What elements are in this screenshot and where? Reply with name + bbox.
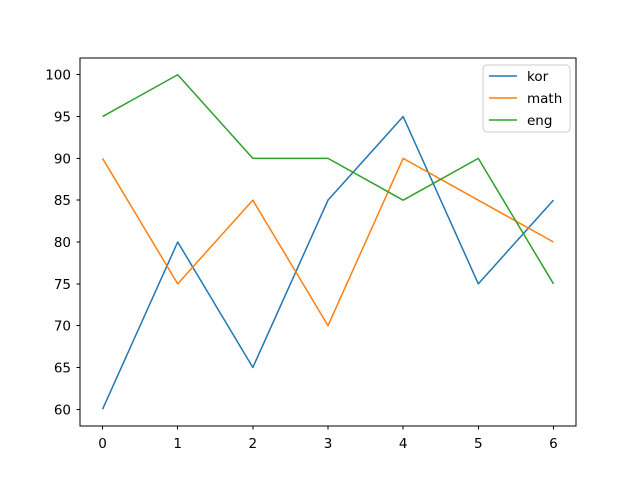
y-axis: 60 65 70 75 80 85 90 95 100 (45, 68, 80, 418)
x-tick-label: 1 (173, 436, 182, 452)
legend-label-kor: kor (527, 69, 549, 85)
x-tick-label: 5 (474, 436, 483, 452)
x-tick-label: 0 (98, 436, 107, 452)
y-tick-label: 80 (54, 235, 71, 251)
y-tick-label: 60 (54, 402, 71, 418)
legend-label-math: math (527, 91, 562, 107)
legend: kor math eng (482, 64, 571, 133)
y-tick-label: 100 (45, 68, 71, 84)
series-line-eng (102, 73, 555, 285)
y-tick-label: 70 (54, 319, 71, 335)
x-tick-label: 3 (324, 436, 333, 452)
y-tick-label: 75 (54, 277, 71, 293)
series-line-math (101, 157, 554, 327)
series-line-kor (101, 115, 555, 410)
series-lines (101, 73, 555, 410)
x-tick-label: 6 (549, 436, 558, 452)
x-tick-label: 2 (249, 436, 258, 452)
legend-frame (482, 64, 571, 133)
y-tick-label: 90 (54, 151, 71, 167)
y-tick-label: 65 (54, 360, 71, 376)
y-tick-label: 85 (54, 193, 71, 209)
x-axis: 0 1 2 3 4 5 6 (98, 426, 558, 452)
y-tick-label: 95 (54, 110, 71, 126)
x-tick-label: 4 (399, 436, 408, 452)
legend-label-eng: eng (527, 113, 552, 129)
